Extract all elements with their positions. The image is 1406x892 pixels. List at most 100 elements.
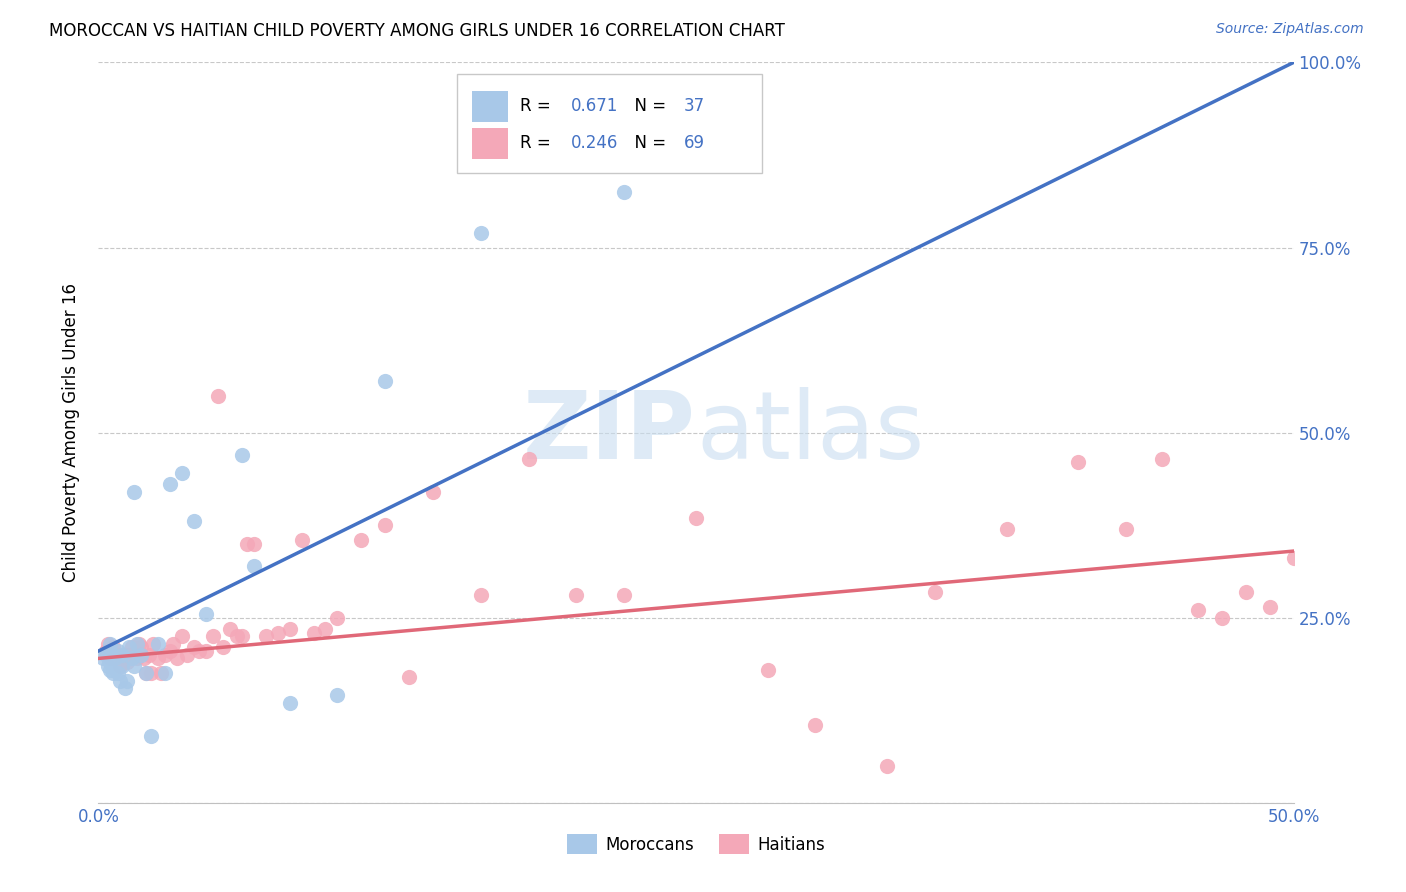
Point	[226, 629, 249, 643]
Point	[470, 226, 492, 240]
Text: 37: 37	[685, 97, 706, 115]
Point	[235, 536, 257, 550]
Point	[98, 651, 122, 665]
Text: atlas: atlas	[696, 386, 924, 479]
Point	[315, 622, 337, 636]
Point	[1282, 551, 1305, 566]
Point	[114, 648, 136, 662]
Point	[148, 651, 170, 665]
Point	[231, 629, 253, 643]
Point	[243, 558, 266, 573]
Point	[1067, 455, 1090, 469]
Point	[124, 484, 146, 499]
Point	[98, 655, 122, 669]
Point	[162, 637, 184, 651]
Point	[108, 673, 131, 688]
Point	[148, 637, 170, 651]
Point	[254, 629, 277, 643]
FancyBboxPatch shape	[472, 91, 509, 121]
Point	[138, 648, 160, 662]
Point	[183, 640, 205, 655]
Point	[94, 644, 117, 658]
Point	[756, 663, 779, 677]
Point	[121, 640, 143, 655]
Point	[291, 533, 314, 547]
Point	[995, 522, 1018, 536]
Point	[142, 637, 165, 651]
Point	[159, 477, 181, 491]
Point	[183, 515, 205, 529]
Point	[107, 666, 129, 681]
Point	[118, 640, 141, 655]
Y-axis label: Child Poverty Among Girls Under 16: Child Poverty Among Girls Under 16	[62, 283, 80, 582]
Point	[155, 666, 177, 681]
Legend: Moroccans, Haitians: Moroccans, Haitians	[560, 828, 832, 861]
Point	[374, 374, 396, 388]
Point	[125, 637, 148, 651]
Text: 0.671: 0.671	[571, 97, 617, 115]
Point	[924, 584, 946, 599]
Point	[115, 673, 138, 688]
Point	[176, 648, 198, 662]
Point	[131, 640, 153, 655]
Point	[278, 696, 301, 710]
Point	[613, 589, 636, 603]
Point	[231, 448, 253, 462]
Point	[97, 637, 120, 651]
Text: R =: R =	[520, 97, 557, 115]
Point	[207, 388, 229, 402]
Point	[1258, 599, 1281, 614]
Point	[876, 758, 898, 772]
Point	[149, 666, 172, 681]
Point	[108, 658, 131, 673]
Point	[111, 651, 134, 665]
Point	[302, 625, 325, 640]
Text: ZIP: ZIP	[523, 386, 696, 479]
Point	[97, 658, 120, 673]
Point	[565, 589, 588, 603]
Point	[159, 644, 181, 658]
Text: Source: ZipAtlas.com: Source: ZipAtlas.com	[1216, 22, 1364, 37]
Point	[124, 658, 146, 673]
Text: N =: N =	[624, 97, 672, 115]
Point	[135, 666, 157, 681]
Point	[1234, 584, 1257, 599]
Point	[187, 644, 209, 658]
Point	[124, 648, 146, 662]
Point	[172, 629, 194, 643]
Point	[118, 648, 141, 662]
Point	[1187, 603, 1209, 617]
Point	[172, 467, 194, 481]
Point	[111, 648, 134, 662]
Point	[115, 655, 138, 669]
Point	[195, 644, 218, 658]
Point	[101, 640, 124, 655]
Point	[107, 648, 129, 662]
Text: 69: 69	[685, 134, 704, 153]
Point	[398, 670, 420, 684]
Point	[98, 644, 122, 658]
Point	[155, 648, 177, 662]
Point	[94, 648, 117, 662]
Point	[104, 651, 127, 665]
Point	[121, 651, 143, 665]
Point	[114, 681, 136, 695]
Point	[1211, 610, 1233, 624]
FancyBboxPatch shape	[472, 128, 509, 159]
Point	[111, 658, 134, 673]
Point	[1152, 451, 1174, 466]
Point	[139, 666, 162, 681]
Point	[219, 622, 242, 636]
Point	[132, 651, 155, 665]
Point	[131, 648, 153, 662]
Point	[1115, 522, 1137, 536]
Point	[613, 185, 636, 199]
Point	[195, 607, 218, 621]
Point	[267, 625, 290, 640]
Point	[804, 718, 827, 732]
Point	[128, 637, 150, 651]
Point	[326, 610, 349, 624]
Point	[98, 637, 122, 651]
Point	[91, 651, 114, 665]
Point	[685, 510, 707, 524]
